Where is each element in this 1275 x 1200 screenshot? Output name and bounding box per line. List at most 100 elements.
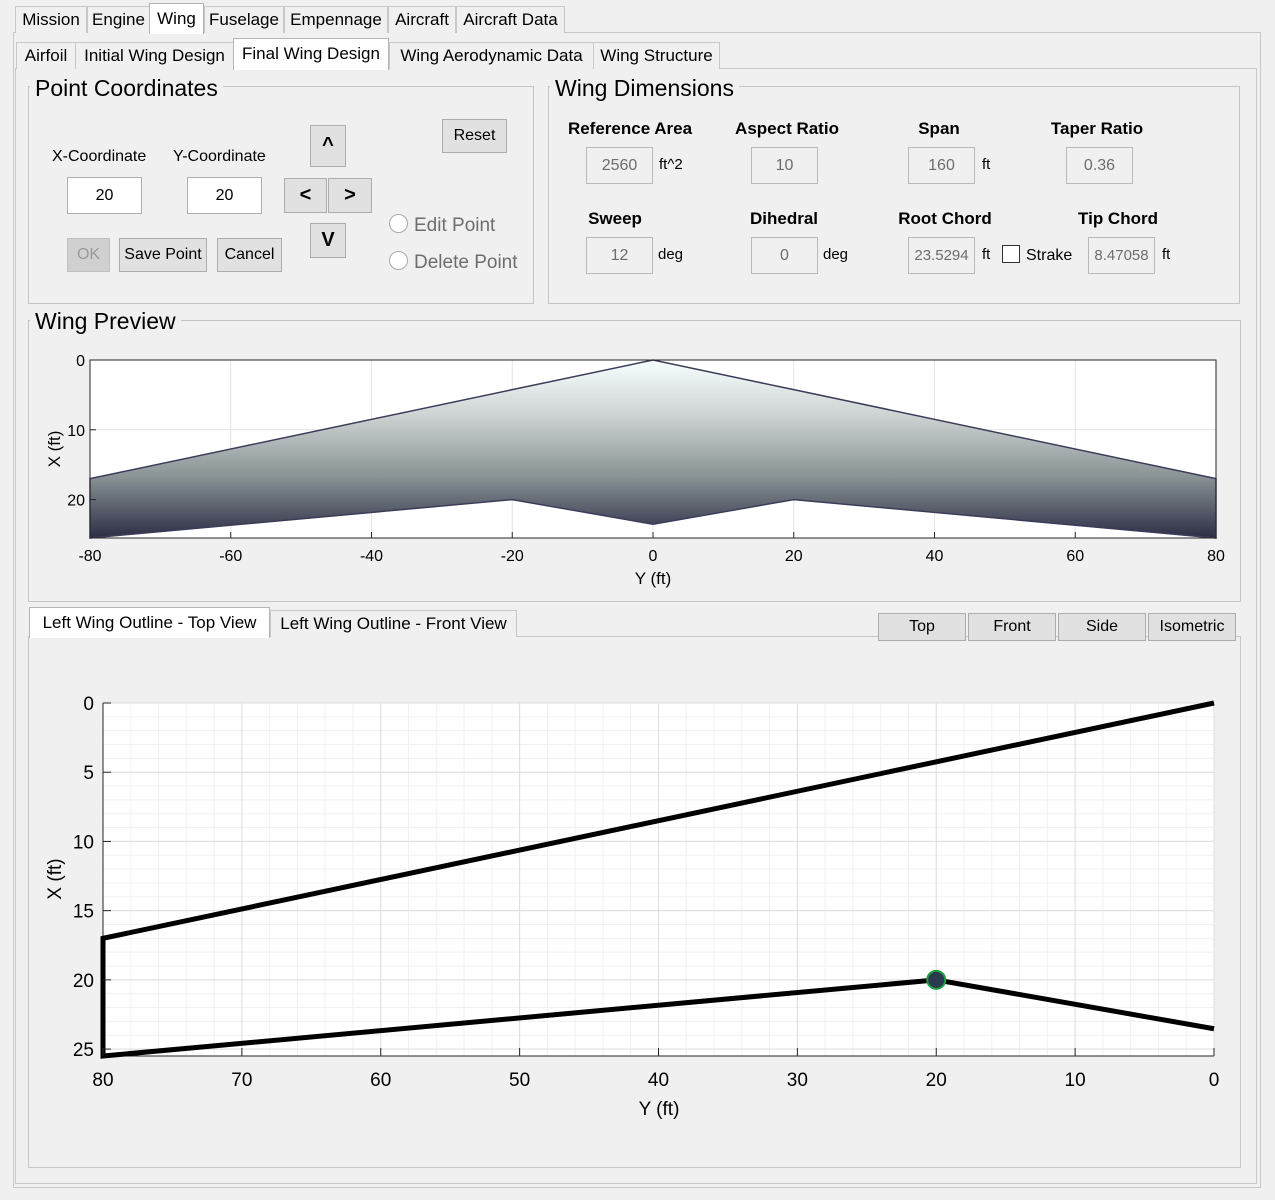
- dihedral-label: Dihedral: [749, 209, 819, 228]
- ok-button[interactable]: OK: [67, 238, 110, 272]
- outline-ytick-label: 25: [73, 1040, 94, 1061]
- move-up-button[interactable]: ^: [310, 125, 346, 167]
- span-unit: ft: [982, 156, 991, 173]
- outline-xtick-label: 30: [787, 1070, 808, 1091]
- outline-ytick-label: 0: [83, 694, 94, 715]
- aspect-ratio-label: Aspect Ratio: [735, 119, 839, 138]
- preview-xtick-label: 40: [926, 548, 944, 565]
- preview-ylabel: X (ft): [45, 431, 64, 468]
- preview-xtick-label: -20: [501, 548, 524, 565]
- edit-point-label: Edit Point: [414, 215, 496, 236]
- tab-front-view[interactable]: Left Wing Outline - Front View: [270, 610, 517, 637]
- dihedral-field: 0: [751, 237, 818, 274]
- wing-dimensions-title: Wing Dimensions: [550, 75, 739, 101]
- tab-top-view[interactable]: Left Wing Outline - Top View: [29, 607, 270, 638]
- radio-circle-icon: [389, 214, 408, 233]
- preview-xtick-label: -80: [78, 548, 101, 565]
- side-view-button[interactable]: Side: [1058, 613, 1146, 641]
- tab-aircraft-data[interactable]: Aircraft Data: [456, 6, 565, 33]
- move-down-button[interactable]: V: [310, 223, 346, 258]
- preview-xtick-label: 0: [649, 548, 658, 565]
- dihedral-unit: deg: [823, 246, 849, 263]
- tab-fuselage[interactable]: Fuselage: [204, 6, 284, 33]
- preview-ytick-label: 0: [76, 353, 85, 370]
- isometric-view-button[interactable]: Isometric: [1148, 613, 1236, 641]
- outline-xtick-label: 70: [231, 1070, 252, 1091]
- preview-ytick-label: 10: [67, 423, 85, 440]
- reference-area-unit: ft^2: [659, 156, 683, 173]
- tab-wing[interactable]: Wing: [149, 3, 204, 34]
- outline-xtick-label: 60: [370, 1070, 391, 1091]
- outline-xtick-label: 40: [648, 1070, 669, 1091]
- top-view-button[interactable]: Top: [878, 613, 966, 641]
- tab-final-wing-design[interactable]: Final Wing Design: [233, 38, 389, 70]
- sweep-unit: deg: [658, 246, 684, 263]
- strake-checkbox[interactable]: [1002, 245, 1020, 263]
- move-right-button[interactable]: >: [328, 178, 372, 213]
- outline-xlabel: Y (ft): [639, 1099, 680, 1120]
- point-coordinates-title: Point Coordinates: [30, 75, 223, 101]
- reference-area-label: Reference Area: [567, 119, 693, 138]
- outline-xtick-label: 20: [926, 1070, 947, 1091]
- delete-point-radio[interactable]: Delete Point: [389, 251, 518, 274]
- outline-xtick-label: 80: [92, 1070, 113, 1091]
- reset-button[interactable]: Reset: [442, 119, 507, 153]
- wing-preview-title: Wing Preview: [30, 308, 181, 334]
- taper-ratio-field: 0.36: [1066, 147, 1133, 184]
- tab-mission[interactable]: Mission: [15, 6, 87, 33]
- root-chord-unit: ft: [982, 246, 991, 263]
- preview-xtick-label: -60: [219, 548, 242, 565]
- selected-point-marker[interactable]: [926, 969, 947, 990]
- preview-ytick-label: 20: [67, 493, 85, 510]
- main-tab-panel: [13, 32, 1261, 1188]
- span-label: Span: [918, 119, 960, 138]
- root-chord-field: 23.5294: [908, 237, 975, 274]
- wing-preview-chart: -80 -60 -40 -20 0 20 40 60 80 0 10 20 Y (ft) X (ft): [45, 353, 1225, 588]
- tip-chord-field: 8.47058: [1088, 237, 1155, 274]
- tab-airfoil[interactable]: Airfoil: [16, 42, 76, 69]
- sweep-field: 12: [586, 237, 653, 274]
- outline-ytick-label: 15: [73, 902, 94, 923]
- tab-wing-aerodynamic-data[interactable]: Wing Aerodynamic Data: [389, 42, 594, 69]
- outline-xtick-label: 10: [1065, 1070, 1086, 1091]
- x-coordinate-input[interactable]: 20: [67, 177, 142, 214]
- edit-point-radio[interactable]: Edit Point: [389, 214, 495, 237]
- strake-label: Strake: [1026, 247, 1073, 264]
- tip-chord-unit: ft: [1162, 246, 1171, 263]
- tab-engine[interactable]: Engine: [87, 6, 150, 33]
- y-coordinate-label: Y-Coordinate: [173, 148, 266, 165]
- tip-chord-label: Tip Chord: [1078, 209, 1158, 228]
- aspect-ratio-field: 10: [751, 147, 818, 184]
- cancel-button[interactable]: Cancel: [217, 238, 282, 272]
- wing-preview-panel: [28, 320, 1241, 602]
- outline-xtick-label: 50: [509, 1070, 530, 1091]
- tab-initial-wing-design[interactable]: Initial Wing Design: [75, 42, 234, 69]
- reference-area-field: 2560: [586, 147, 653, 184]
- point-coordinates-panel: [28, 86, 534, 304]
- save-point-button[interactable]: Save Point: [119, 238, 207, 272]
- outline-ytick-label: 10: [73, 832, 94, 853]
- preview-xtick-label: 20: [785, 548, 803, 565]
- y-coordinate-input[interactable]: 20: [187, 177, 262, 214]
- tab-wing-structure[interactable]: Wing Structure: [593, 42, 720, 69]
- preview-xtick-label: 60: [1066, 548, 1084, 565]
- outline-ytick-label: 5: [83, 763, 94, 784]
- radio-circle-icon: [389, 251, 408, 270]
- tab-empennage[interactable]: Empennage: [284, 6, 388, 33]
- outline-ylabel: X (ft): [45, 858, 66, 899]
- span-field: 160: [908, 147, 975, 184]
- preview-xtick-label: -40: [360, 548, 383, 565]
- root-chord-label: Root Chord: [898, 209, 992, 228]
- tab-aircraft[interactable]: Aircraft: [388, 6, 456, 33]
- preview-xlabel: Y (ft): [635, 569, 672, 588]
- front-view-button[interactable]: Front: [968, 613, 1056, 641]
- move-left-button[interactable]: <: [284, 178, 327, 213]
- taper-ratio-label: Taper Ratio: [1050, 119, 1144, 138]
- outline-xtick-label: 0: [1209, 1070, 1220, 1091]
- preview-xtick-label: 80: [1207, 548, 1225, 565]
- wing-dimensions-panel: [548, 86, 1240, 304]
- sweep-label: Sweep: [588, 209, 642, 228]
- delete-point-label: Delete Point: [414, 252, 518, 273]
- outline-ytick-label: 20: [73, 971, 94, 992]
